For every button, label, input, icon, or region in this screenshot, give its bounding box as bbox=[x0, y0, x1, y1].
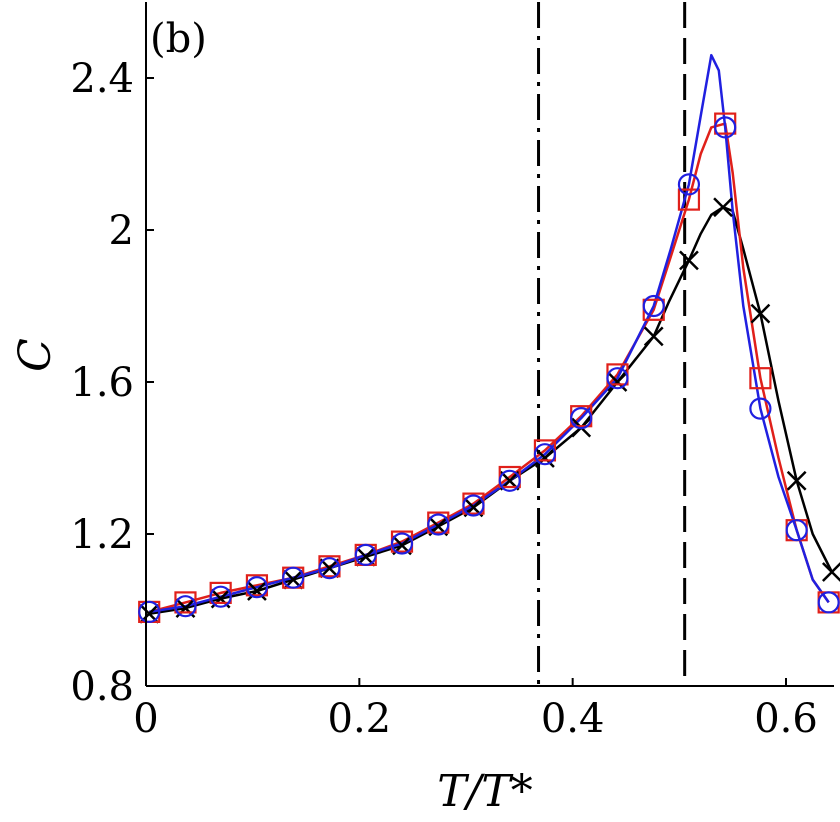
series-1-point-15 bbox=[643, 326, 664, 347]
series-line-1 bbox=[149, 205, 834, 616]
reference-lines bbox=[537, 2, 687, 686]
panel-label: (b) bbox=[150, 16, 207, 62]
ticks: 0 0.2 0.4 0.6 0.8 1.2 1.6 2 2.4 bbox=[70, 56, 817, 742]
series-3-point-6 bbox=[318, 557, 341, 580]
series-3-point-14 bbox=[606, 367, 629, 390]
series-3-point-2 bbox=[174, 595, 197, 618]
x-tick-label: 0.4 bbox=[541, 696, 605, 742]
series-1-point-14 bbox=[607, 372, 628, 392]
series-3-point-19 bbox=[785, 519, 808, 542]
y-tick-label: 2 bbox=[109, 208, 134, 254]
x-tick-label: 0.2 bbox=[328, 696, 392, 742]
series-3-point-7 bbox=[354, 543, 377, 567]
series-1-point-4 bbox=[247, 581, 267, 601]
series-3-point-18 bbox=[749, 397, 772, 420]
series-2-point-16 bbox=[677, 188, 701, 211]
series-lines bbox=[148, 53, 834, 616]
series-1-point-19 bbox=[786, 470, 807, 491]
series-3-point-12 bbox=[533, 443, 557, 466]
y-tick-label: 1.2 bbox=[70, 512, 134, 558]
axes bbox=[145, 2, 834, 687]
x-tick-label: 0 bbox=[133, 696, 158, 742]
series-3-point-5 bbox=[282, 566, 305, 589]
series-3-point-15 bbox=[642, 294, 665, 318]
series-line-2 bbox=[148, 122, 830, 614]
series-3-point-11 bbox=[498, 469, 521, 492]
x-axis-label: T/T* bbox=[437, 766, 533, 817]
y-axis-label: C bbox=[10, 338, 61, 372]
x-tick-label: 0.6 bbox=[754, 696, 818, 742]
series-1-point-6 bbox=[319, 558, 340, 579]
series-1-point-20 bbox=[821, 562, 840, 582]
series-markers bbox=[138, 112, 840, 624]
y-tick-label: 0.8 bbox=[70, 664, 134, 710]
series-3-point-16 bbox=[677, 173, 701, 196]
series-3-point-1 bbox=[138, 600, 161, 624]
series-3-point-4 bbox=[245, 576, 269, 599]
series-2-point-18 bbox=[749, 367, 772, 390]
series-3-point-20 bbox=[817, 591, 840, 614]
y-tick-label: 2.4 bbox=[70, 56, 134, 102]
series-1-point-18 bbox=[750, 303, 771, 324]
y-tick-label: 1.6 bbox=[70, 360, 134, 406]
series-1-point-12 bbox=[535, 448, 555, 468]
series-3-point-17 bbox=[714, 116, 737, 139]
series-line-3 bbox=[149, 53, 830, 614]
series-1-point-17 bbox=[713, 197, 733, 218]
series-3-point-13 bbox=[570, 407, 593, 430]
series-3-point-10 bbox=[462, 494, 485, 517]
series-3-point-9 bbox=[427, 513, 450, 536]
series-3-point-8 bbox=[390, 532, 414, 555]
series-3-point-3 bbox=[209, 585, 232, 608]
series-1-point-16 bbox=[679, 250, 699, 271]
